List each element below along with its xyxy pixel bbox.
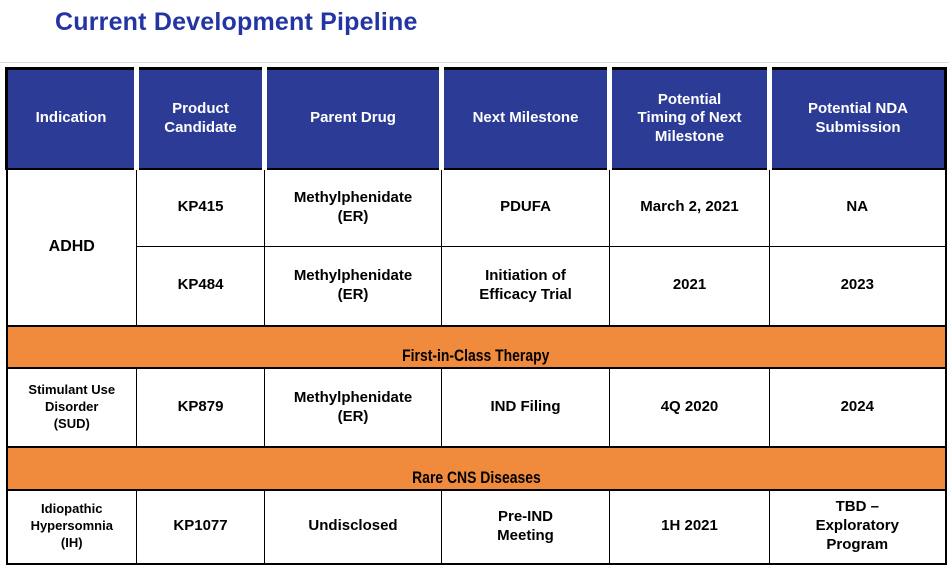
section-band-row: Rare CNS Diseases <box>6 446 946 491</box>
column-header-nda-submission: Potential NDA Submission <box>767 67 947 170</box>
cell-indication: Stimulant Use Disorder (SUD) <box>6 367 137 448</box>
table-header: Indication Product Candidate Parent Drug… <box>5 67 947 170</box>
column-header-indication: Indication <box>5 67 139 170</box>
cell-next-milestone: Initiation of Efficacy Trial <box>441 246 610 326</box>
cell-timing: 4Q 2020 <box>609 367 770 448</box>
cell-nda: NA <box>769 168 946 247</box>
table-row-kp484: KP484 Methylphenidate (ER) Initiation of… <box>7 246 946 326</box>
cell-nda: 2024 <box>769 367 946 448</box>
cell-parent-drug: Methylphenidate (ER) <box>264 168 442 247</box>
cell-next-milestone: IND Filing <box>441 367 610 448</box>
section-band-rare-cns: Rare CNS Diseases <box>6 446 946 491</box>
cell-timing: March 2, 2021 <box>609 168 770 247</box>
title-divider <box>0 62 949 63</box>
cell-nda: 2023 <box>769 246 946 326</box>
cell-timing: 1H 2021 <box>609 489 770 564</box>
cell-indication: Idiopathic Hypersomnia (IH) <box>6 489 137 564</box>
section-band-label: Rare CNS Diseases <box>411 467 541 487</box>
table-row-kp1077: Idiopathic Hypersomnia (IH) KP1077 Undis… <box>6 489 946 564</box>
cell-indication: ADHD <box>6 168 137 326</box>
cell-next-milestone: Pre-IND Meeting <box>441 489 610 564</box>
pipeline-table: Indication Product Candidate Parent Drug… <box>5 67 947 565</box>
section-band-label: First-in-Class Therapy <box>402 346 550 366</box>
column-header-product-candidate: Product Candidate <box>134 67 267 170</box>
page-title: Current Development Pipeline <box>55 8 418 36</box>
cell-product-candidate: KP415 <box>136 168 265 247</box>
table-row-kp415: ADHD KP415 Methylphenidate (ER) PDUFA Ma… <box>6 168 946 326</box>
column-header-next-milestone: Next Milestone <box>439 67 612 170</box>
cell-nda: TBD – Exploratory Program <box>769 489 946 564</box>
section-band-row: First-in-Class Therapy <box>6 324 946 369</box>
header-row: Indication Product Candidate Parent Drug… <box>5 67 947 170</box>
column-header-potential-timing: Potential Timing of Next Milestone <box>607 67 772 170</box>
cell-timing: 2021 <box>609 246 770 326</box>
cell-parent-drug: Methylphenidate (ER) <box>264 246 442 326</box>
cell-product-candidate: KP879 <box>136 367 265 448</box>
table-row-kp879: Stimulant Use Disorder (SUD) KP879 Methy… <box>6 367 946 448</box>
cell-parent-drug: Undisclosed <box>264 489 442 564</box>
column-header-parent-drug: Parent Drug <box>262 67 444 170</box>
section-band-first-in-class: First-in-Class Therapy <box>6 324 946 369</box>
cell-product-candidate: KP484 <box>136 246 265 326</box>
cell-product-candidate: KP1077 <box>136 489 265 564</box>
cell-parent-drug: Methylphenidate (ER) <box>264 367 442 448</box>
cell-next-milestone: PDUFA <box>441 168 610 247</box>
